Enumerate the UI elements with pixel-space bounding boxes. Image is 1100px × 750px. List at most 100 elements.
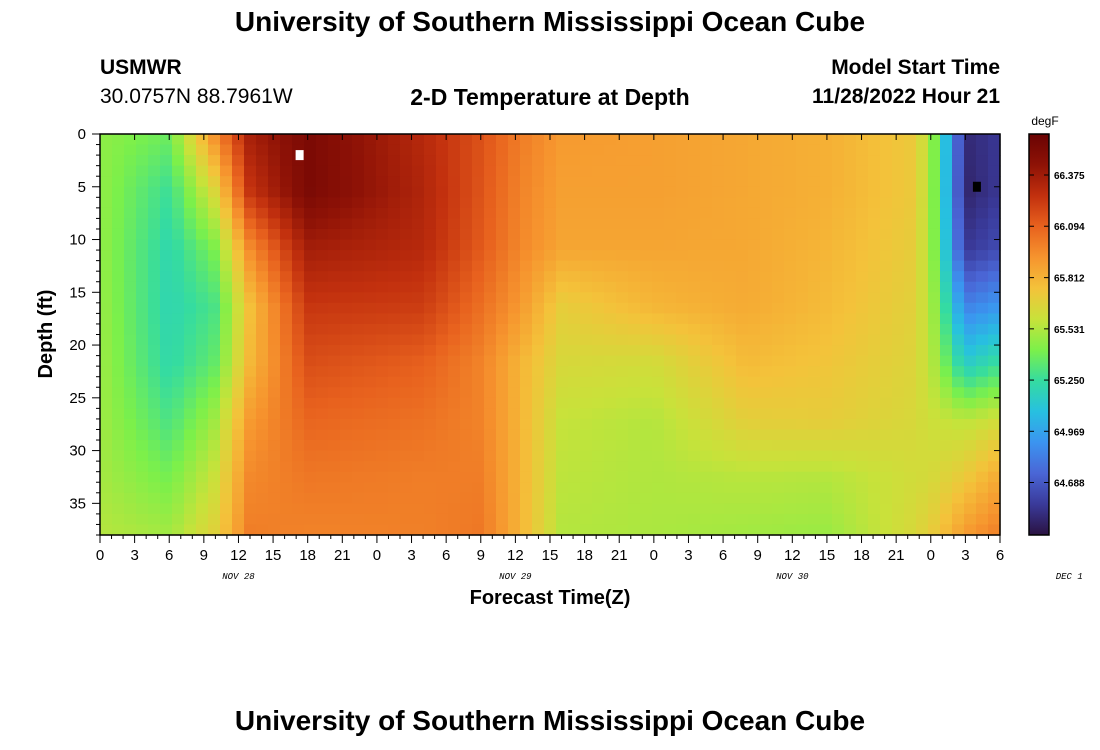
- heatmap-cell: [304, 239, 317, 251]
- heatmap-cell: [232, 503, 245, 515]
- heatmap-cell: [100, 302, 113, 314]
- heatmap-cell: [940, 397, 953, 409]
- heatmap-cell: [256, 355, 269, 367]
- heatmap-cell: [988, 197, 1001, 209]
- heatmap-cell: [532, 250, 545, 262]
- heatmap-cell: [472, 418, 485, 431]
- heatmap-cell: [748, 334, 761, 346]
- heatmap-cell: [556, 313, 569, 325]
- heatmap-cell: [508, 492, 521, 504]
- heatmap-marker: [295, 150, 304, 161]
- heatmap-cell: [736, 250, 749, 262]
- heatmap-cell: [232, 313, 245, 325]
- heatmap-cell: [688, 482, 701, 494]
- heatmap-cell: [112, 271, 125, 283]
- heatmap-cell: [892, 155, 905, 167]
- heatmap-cell: [184, 376, 197, 388]
- heatmap-cell: [268, 228, 281, 241]
- heatmap-cell: [616, 207, 629, 220]
- heatmap-cell: [736, 461, 749, 473]
- heatmap-cell: [556, 418, 569, 431]
- heatmap-cell: [472, 250, 485, 262]
- heatmap-cell: [520, 345, 533, 357]
- heatmap-cell: [868, 186, 881, 198]
- heatmap-cell: [208, 281, 221, 293]
- heatmap-cell: [136, 482, 149, 494]
- heatmap-cell: [868, 513, 881, 526]
- heatmap-cell: [196, 302, 209, 314]
- heatmap-cell: [256, 376, 269, 388]
- heatmap-cell: [388, 355, 401, 367]
- heatmap-cell: [400, 197, 413, 209]
- heatmap-cell: [700, 334, 713, 346]
- heatmap-cell: [400, 134, 413, 146]
- heatmap-cell: [700, 228, 713, 241]
- heatmap-cell: [904, 440, 917, 452]
- heatmap-cell: [352, 228, 365, 241]
- heatmap-cell: [184, 503, 197, 515]
- heatmap-cell: [628, 524, 641, 536]
- heatmap-cell: [448, 524, 461, 536]
- heatmap-cell: [568, 271, 581, 283]
- heatmap-cell: [580, 292, 593, 304]
- heatmap-cell: [556, 250, 569, 262]
- heatmap-cell: [148, 155, 161, 167]
- heatmap-cell: [544, 492, 557, 504]
- heatmap-cell: [736, 503, 749, 515]
- heatmap-cell: [616, 134, 629, 146]
- heatmap-cell: [796, 366, 809, 378]
- heatmap-cell: [172, 524, 185, 536]
- heatmap-cell: [760, 134, 773, 146]
- heatmap-cell: [112, 366, 125, 378]
- heatmap-cell: [964, 271, 977, 283]
- heatmap-cell: [496, 387, 509, 399]
- heatmap-cell: [220, 292, 233, 304]
- heatmap-cell: [124, 239, 137, 251]
- heatmap-cell: [712, 355, 725, 367]
- heatmap-cell: [544, 250, 557, 262]
- heatmap-cell: [136, 355, 149, 367]
- heatmap-cell: [988, 482, 1001, 494]
- heatmap-cell: [100, 355, 113, 367]
- heatmap-cell: [664, 271, 677, 283]
- heatmap-cell: [772, 387, 785, 399]
- heatmap-cell: [328, 376, 341, 388]
- heatmap-cell: [940, 387, 953, 399]
- heatmap-cell: [592, 197, 605, 209]
- heatmap-cell: [868, 176, 881, 188]
- heatmap-cell: [484, 492, 497, 504]
- heatmap-cell: [616, 228, 629, 241]
- heatmap-cell: [328, 239, 341, 251]
- heatmap-cell: [988, 207, 1001, 220]
- heatmap-cell: [136, 218, 149, 230]
- heatmap-cell: [124, 165, 137, 177]
- heatmap-cell: [652, 334, 665, 346]
- heatmap-cell: [592, 302, 605, 314]
- heatmap-cell: [940, 292, 953, 304]
- heatmap-cell: [820, 134, 833, 146]
- heatmap-cell: [508, 228, 521, 241]
- heatmap-cell: [256, 292, 269, 304]
- heatmap-cell: [580, 239, 593, 251]
- heatmap-cell: [964, 260, 977, 272]
- heatmap-cell: [400, 397, 413, 409]
- heatmap-cell: [208, 513, 221, 526]
- heatmap-cell: [184, 418, 197, 431]
- heatmap-cell: [760, 334, 773, 346]
- heatmap-cell: [244, 418, 257, 431]
- heatmap-cell: [400, 334, 413, 346]
- heatmap-cell: [436, 302, 449, 314]
- heatmap-cell: [664, 134, 677, 146]
- heatmap-cell: [940, 239, 953, 251]
- heatmap-cell: [460, 260, 473, 272]
- heatmap-cell: [100, 134, 113, 146]
- heatmap-cell: [640, 524, 653, 536]
- heatmap-cell: [316, 397, 329, 409]
- heatmap-cell: [376, 461, 389, 473]
- heatmap-cell: [664, 482, 677, 494]
- heatmap-cell: [592, 250, 605, 262]
- heatmap-cell: [916, 397, 929, 409]
- heatmap-cell: [124, 513, 137, 526]
- heatmap-cell: [544, 387, 557, 399]
- heatmap-cell: [160, 503, 173, 515]
